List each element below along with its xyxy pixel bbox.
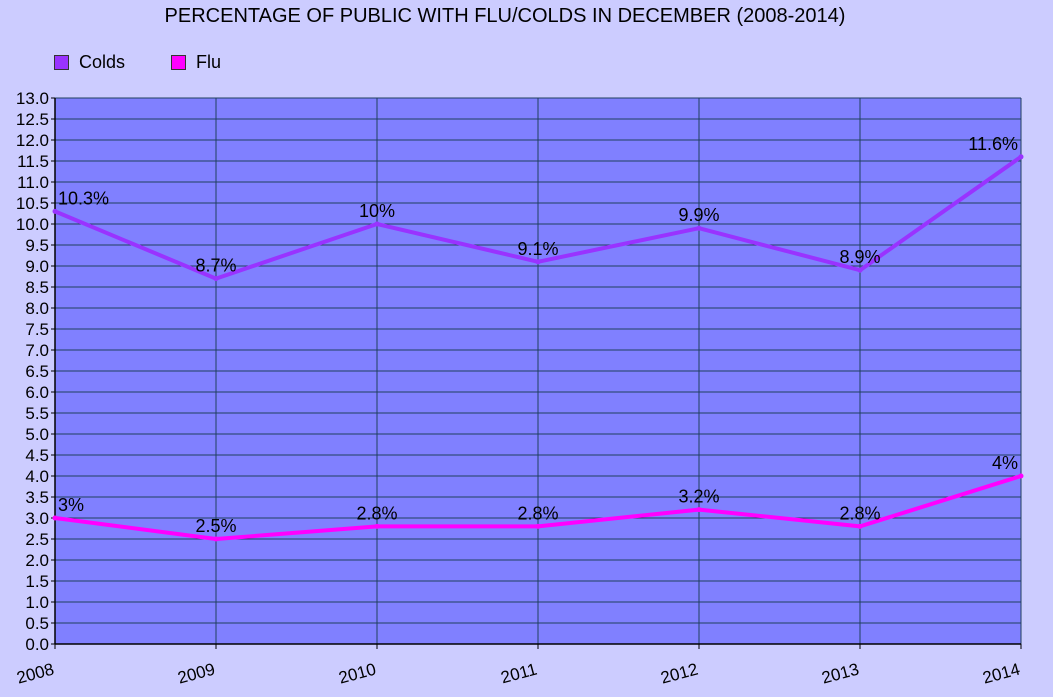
x-tick-label: 2012 [659, 660, 700, 688]
data-point-colds [213, 276, 219, 282]
legend-label-colds: Colds [79, 51, 126, 72]
data-label-flu: 2.8% [517, 503, 558, 523]
y-tick-label: 5.0 [25, 425, 49, 444]
legend-label-flu: Flu [196, 51, 222, 72]
data-label-colds: 10.3% [58, 188, 109, 208]
y-tick-label: 0.0 [25, 635, 49, 654]
data-point-colds [374, 221, 380, 227]
x-tick-label: 2010 [337, 660, 378, 688]
data-label-colds: 11.6% [968, 134, 1018, 154]
y-tick-label: 12.5 [16, 110, 49, 129]
y-tick-label: 1.5 [25, 572, 49, 591]
y-tick-label: 4.0 [25, 467, 49, 486]
x-tick-label: 2014 [981, 660, 1022, 688]
y-tick-label: 4.5 [25, 446, 49, 465]
y-tick-label: 12.0 [16, 131, 49, 150]
data-point-flu [1018, 473, 1024, 479]
data-point-colds [857, 267, 863, 273]
data-point-flu [213, 536, 219, 542]
data-point-colds [52, 208, 58, 214]
y-tick-label: 7.5 [25, 320, 49, 339]
data-point-flu [696, 507, 702, 513]
legend-item-flu: Flu [171, 52, 221, 72]
y-tick-label: 9.5 [25, 236, 49, 255]
data-point-flu [52, 515, 58, 521]
y-tick-label: 10.5 [16, 194, 49, 213]
data-label-colds: 9.1% [517, 239, 558, 259]
data-point-colds [696, 225, 702, 231]
x-tick-label: 2008 [15, 660, 56, 688]
data-label-flu: 2.8% [356, 503, 397, 523]
data-point-flu [535, 523, 541, 529]
y-tick-label: 11.0 [17, 173, 49, 192]
y-tick-label: 9.0 [25, 257, 49, 276]
data-label-colds: 9.9% [678, 205, 719, 225]
data-label-colds: 10% [359, 201, 395, 221]
data-point-colds [535, 259, 541, 265]
y-tick-label: 10.0 [16, 215, 49, 234]
chart-title: PERCENTAGE OF PUBLIC WITH FLU/COLDS IN D… [164, 5, 846, 27]
data-label-flu: 2.8% [839, 503, 880, 523]
y-tick-label: 6.5 [25, 362, 49, 381]
data-point-flu [374, 523, 380, 529]
data-label-colds: 8.9% [839, 247, 880, 267]
data-label-colds: 8.7% [195, 256, 236, 276]
data-label-flu: 3.2% [678, 487, 719, 507]
data-label-flu: 3% [58, 495, 84, 515]
y-tick-label: 11.5 [17, 152, 49, 171]
legend-swatch-colds [54, 54, 69, 70]
y-tick-label: 2.5 [25, 530, 49, 549]
legend-swatch-flu [171, 54, 186, 70]
y-tick-label: 0.5 [25, 614, 49, 633]
y-tick-label: 2.0 [25, 551, 49, 570]
x-tick-label: 2011 [499, 660, 539, 688]
y-tick-label: 5.5 [25, 404, 49, 423]
data-point-colds [1018, 154, 1024, 160]
legend-item-colds: Colds [54, 52, 125, 72]
x-tick-label: 2013 [820, 660, 861, 688]
y-tick-label: 3.5 [25, 488, 49, 507]
y-tick-label: 8.5 [25, 278, 49, 297]
y-tick-label: 8.0 [25, 299, 49, 318]
x-tick-label: 2009 [176, 660, 217, 688]
data-point-flu [857, 523, 863, 529]
y-tick-label: 1.0 [25, 593, 49, 612]
y-tick-label: 13.0 [16, 89, 49, 108]
y-tick-label: 6.0 [25, 383, 49, 402]
data-label-flu: 2.5% [195, 516, 236, 536]
data-label-flu: 4% [992, 453, 1018, 473]
y-tick-label: 7.0 [25, 341, 49, 360]
y-tick-label: 3.0 [25, 509, 49, 528]
